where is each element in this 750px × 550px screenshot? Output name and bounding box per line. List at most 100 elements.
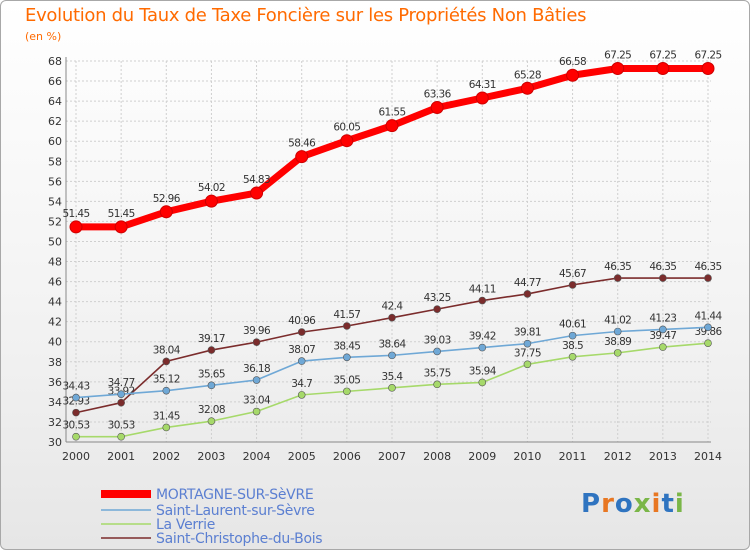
x-tick-label: 2007	[378, 450, 406, 463]
data-label: 52.96	[153, 193, 181, 205]
data-label: 64.31	[469, 79, 496, 91]
data-label: 41.23	[649, 312, 676, 324]
x-tick-label: 2009	[468, 450, 496, 463]
legend-label: Saint-Laurent-sur-Sèvre	[156, 503, 315, 519]
data-point	[72, 408, 80, 417]
logo-letter: i	[651, 489, 662, 519]
data-label: 35.75	[424, 367, 451, 379]
data-point	[72, 432, 80, 441]
y-tick-label: 40	[48, 336, 62, 349]
data-label: 39.47	[649, 330, 676, 342]
logo-letter: x	[633, 489, 652, 519]
data-point	[568, 352, 577, 361]
y-tick-label: 58	[48, 155, 62, 168]
data-label: 61.55	[378, 107, 405, 119]
data-label: 38.04	[153, 344, 181, 356]
data-label: 36.18	[243, 363, 270, 375]
data-point	[611, 62, 625, 76]
data-point	[159, 205, 173, 219]
y-tick-label: 54	[48, 195, 62, 208]
y-tick-label: 46	[48, 276, 62, 289]
legend-label: Saint-Christophe-du-Bois	[156, 531, 322, 547]
data-point	[656, 62, 670, 76]
data-label: 39.17	[198, 333, 225, 345]
data-point	[478, 343, 487, 352]
y-tick-label: 42	[48, 316, 62, 329]
data-label: 51.45	[108, 208, 135, 220]
data-label: 67.25	[694, 50, 721, 62]
logo-letter: i	[674, 489, 685, 519]
data-label: 44.11	[469, 284, 496, 296]
data-point	[433, 347, 441, 356]
data-point	[162, 423, 171, 432]
x-tick-label: 2005	[288, 450, 316, 463]
data-label: 43.25	[424, 292, 451, 304]
y-tick-label: 38	[48, 356, 62, 369]
data-point	[478, 296, 487, 305]
data-point	[388, 351, 396, 360]
data-label: 32.08	[198, 404, 225, 416]
y-tick-label: 34	[48, 396, 62, 409]
data-point	[659, 274, 667, 282]
series-layer: 32.9333.9238.0439.1739.9640.9641.5742.44…	[62, 50, 723, 441]
data-point	[72, 393, 80, 402]
data-point	[252, 407, 261, 416]
data-label: 39.42	[469, 331, 496, 343]
data-point	[388, 384, 396, 392]
x-tick-label: 2012	[604, 450, 632, 463]
data-point	[475, 91, 489, 105]
data-point	[297, 391, 306, 399]
data-point	[69, 220, 83, 234]
data-label: 32.93	[62, 396, 89, 408]
data-label: 35.05	[333, 374, 360, 386]
data-point	[114, 220, 128, 234]
data-label: 46.35	[694, 261, 721, 273]
data-point	[523, 290, 532, 298]
series-2: 30.53 30.53 31.45 32.08 33.04 34.7 35.05 35.4 35…	[62, 326, 723, 441]
x-tick-label: 2014	[694, 450, 722, 463]
data-point	[343, 387, 351, 396]
data-label: 37.75	[514, 347, 541, 359]
chart-title: Evolution du Taux de Taxe Foncière sur l…	[25, 5, 587, 26]
data-label: 34.77	[108, 377, 135, 389]
x-tick-label: 2010	[513, 450, 541, 463]
y-tick-label: 56	[48, 175, 62, 188]
y-tick-label: 44	[48, 296, 62, 309]
data-label: 35.65	[198, 368, 225, 380]
data-label: 38.45	[333, 340, 360, 352]
data-label: 35.12	[153, 374, 180, 386]
data-label: 54.83	[243, 174, 270, 186]
data-label: 35.4	[382, 371, 404, 383]
data-label: 39.81	[514, 327, 541, 339]
data-label: 31.45	[153, 410, 180, 422]
data-label: 45.67	[559, 268, 586, 280]
x-tick-label: 2006	[333, 450, 361, 463]
data-point	[659, 343, 667, 351]
x-tick-label: 2002	[152, 450, 180, 463]
data-label: 30.53	[62, 420, 89, 432]
y-tick-label: 64	[48, 95, 62, 108]
data-point	[613, 274, 622, 282]
data-label: 34.7	[291, 378, 312, 390]
data-label: 38.89	[604, 336, 631, 348]
data-label: 34.43	[62, 381, 89, 393]
data-point	[250, 186, 264, 200]
data-point	[162, 357, 171, 366]
legend-label: La Verrie	[156, 517, 215, 533]
data-point	[568, 331, 577, 340]
data-label: 51.45	[62, 208, 89, 220]
data-point	[613, 349, 622, 357]
data-point	[252, 376, 261, 384]
data-point	[433, 305, 441, 313]
unit-label: (en %)	[25, 30, 62, 43]
data-point	[207, 346, 216, 354]
data-point	[295, 150, 309, 164]
data-point	[704, 274, 712, 282]
data-point	[704, 339, 712, 347]
data-point	[566, 68, 580, 82]
data-label: 39.86	[694, 326, 722, 338]
legend: MORTAGNE-SUR-SèVRESaint-Laurent-sur-Sèvr…	[101, 487, 323, 547]
logo-letter: t	[661, 489, 675, 519]
y-tick-label: 52	[48, 215, 62, 228]
